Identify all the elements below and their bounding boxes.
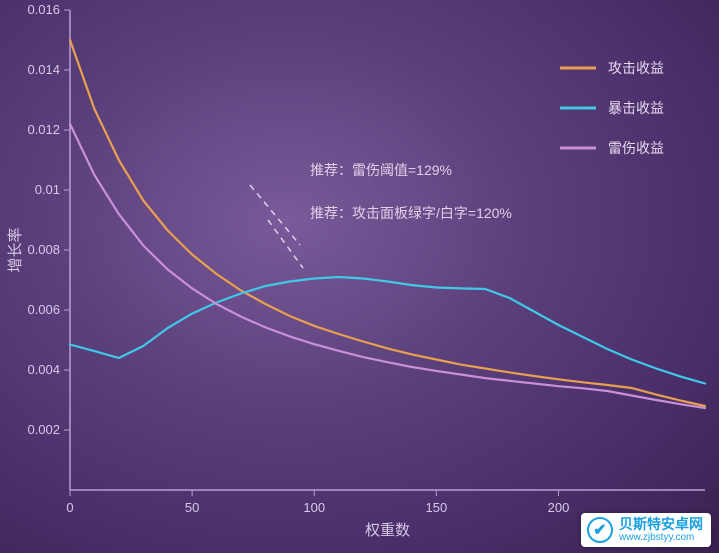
y-tick-label: 0.012 xyxy=(27,122,60,137)
watermark-text: 贝斯特安卓网 www.zjbstyy.com xyxy=(619,517,703,543)
series-line xyxy=(70,277,705,384)
legend-label: 暴击收益 xyxy=(608,100,664,116)
y-axis-label: 增长率 xyxy=(7,227,24,272)
check-icon: ✔ xyxy=(593,520,606,540)
x-tick-label: 0 xyxy=(66,500,73,515)
x-axis-label: 权重数 xyxy=(365,522,410,539)
y-tick-label: 0.016 xyxy=(27,2,60,17)
line-chart: 0.002 0.004 0.006 0.008 0.01 0.012 0.014 0.016 0… xyxy=(0,0,719,553)
legend-label: 攻击收益 xyxy=(608,60,664,76)
x-tick-label: 100 xyxy=(303,500,325,515)
y-tick-label: 0.006 xyxy=(27,302,60,317)
x-tick-label: 150 xyxy=(425,500,447,515)
annotation-text: 推荐：雷伤阈值=129% xyxy=(310,162,452,178)
y-tick-label: 0.002 xyxy=(27,422,60,437)
x-tick-label: 200 xyxy=(548,500,570,515)
chart-container: 0.002 0.004 0.006 0.008 0.01 0.012 0.014 0.016 0… xyxy=(0,0,719,553)
watermark-title: 贝斯特安卓网 xyxy=(619,517,703,532)
legend-label: 雷伤收益 xyxy=(608,140,664,156)
y-tick-label: 0.01 xyxy=(35,182,60,197)
watermark-icon: ✔ xyxy=(587,517,613,543)
x-tick-label: 50 xyxy=(185,500,199,515)
y-tick-label: 0.004 xyxy=(27,362,60,377)
y-tick-label: 0.014 xyxy=(27,62,60,77)
annotation-leader xyxy=(250,185,300,245)
watermark-url: www.zjbstyy.com xyxy=(619,532,703,543)
y-tick-label: 0.008 xyxy=(27,242,60,257)
watermark-badge: ✔ 贝斯特安卓网 www.zjbstyy.com xyxy=(581,513,711,547)
annotation-text: 推荐：攻击面板绿字/白字=120% xyxy=(310,205,512,221)
